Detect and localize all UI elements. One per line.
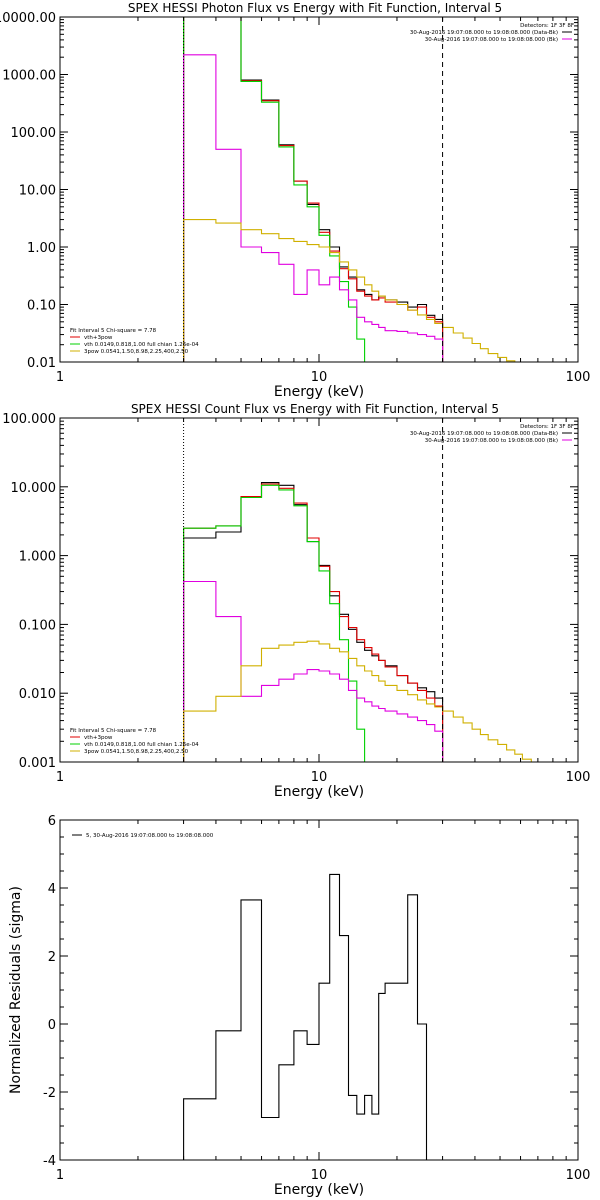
legend-entry: Fit Interval 5 Chi-square = 7.78 <box>70 328 157 334</box>
series-line-4 <box>183 580 444 762</box>
y-tick-label: 100.00 <box>11 126 57 141</box>
legend-entry: Detectors: 1F 3F 8F <box>520 23 574 29</box>
y-tick-label: 10000.00 <box>0 11 56 26</box>
series-group <box>183 482 567 762</box>
panel-2: SPEX HESSI Count Flux vs Energy with Fit… <box>2 402 590 800</box>
legend-entry: Detectors: 1F 3F 8F <box>520 424 574 430</box>
x-tick-label: 1 <box>56 370 64 385</box>
x-axis-label: Energy (keV) <box>274 384 364 400</box>
legend-entry: 30-Aug-2016 19:07:08.000 to 19:08:08.000… <box>425 37 558 43</box>
legend: 5, 30-Aug-2016 19:07:08.000 to 19:08:08.… <box>72 833 214 839</box>
y-axis-label: Normalized Residuals (sigma) <box>8 886 24 1094</box>
y-tick-label: 6 <box>48 814 56 829</box>
legend: Fit Interval 5 Chi-square = 7.78vth+3pow… <box>70 328 199 355</box>
series-line-1 <box>183 482 444 762</box>
legend-entry: vth+3pow <box>84 735 113 741</box>
x-tick-label: 10 <box>311 770 328 785</box>
y-tick-label: 1.000 <box>19 550 56 565</box>
y-tick-label: 0.100 <box>19 618 56 633</box>
y-tick-label: 4 <box>48 882 56 897</box>
y-tick-label: 10.000 <box>11 481 57 496</box>
panel-3: 1 10 100 Energy (keV) -4 -2 0 2 4 6 Normalized Res… <box>8 814 590 1198</box>
panel-1: SPEX HESSI Photon Flux vs Energy with Fi… <box>0 1 590 400</box>
y-tick-label: 0.010 <box>19 687 56 702</box>
series-line-2 <box>183 483 444 762</box>
y-tick-label: 10.00 <box>19 184 56 199</box>
x-tick-label: 100 <box>566 770 591 785</box>
legend-entry: vth+3pow <box>84 335 113 341</box>
chart-title: SPEX HESSI Count Flux vs Energy with Fit… <box>131 402 499 416</box>
series-line-1 <box>183 17 444 362</box>
x-tick-label: 10 <box>311 1168 328 1183</box>
series-line-3 <box>183 484 366 762</box>
series-group <box>183 873 428 1160</box>
y-tick-label: 0.001 <box>19 756 56 771</box>
legend-entry: vth 0.0149,0.818,1.00 full chian 1.26e-0… <box>84 342 199 348</box>
x-tick-label: 10 <box>311 370 328 385</box>
legend-entry: 3pow 0.0541,1.50,8.98,2.25,400,2.50 <box>84 749 189 755</box>
legend-entry: 3pow 0.0541,1.50,8.98,2.25,400,2.50 <box>84 349 189 355</box>
x-tick-label: 1 <box>56 1168 64 1183</box>
plot-frame <box>59 16 579 363</box>
legend-entry: 30-Aug-2016 19:07:08.000 to 19:08:08.000… <box>410 30 558 36</box>
legend-entry: vth 0.0149,0.818,1.00 full chian 1.26e-0… <box>84 742 199 748</box>
x-tick-label: 100 <box>566 1168 591 1183</box>
x-axis-label: Energy (keV) <box>274 784 364 800</box>
y-tick-label: 1.00 <box>27 241 56 256</box>
y-tick-label: -4 <box>43 1154 56 1169</box>
y-tick-label: 100.000 <box>2 412 56 427</box>
x-tick-label: 1 <box>56 770 64 785</box>
y-tick-label: 0.10 <box>27 299 56 314</box>
series-line-2 <box>183 17 444 362</box>
y-tick-label: -2 <box>43 1086 56 1101</box>
series-line-3 <box>183 17 366 362</box>
plot-frame <box>59 417 579 763</box>
series-line-1 <box>183 873 428 1160</box>
series-group <box>183 17 523 362</box>
chart-title: SPEX HESSI Photon Flux vs Energy with Fi… <box>128 1 502 15</box>
y-tick-label: 0.01 <box>27 356 56 371</box>
series-line-5 <box>183 640 567 762</box>
y-tick-label: 0 <box>48 1018 56 1033</box>
legend-entry: 30-Aug-2016 19:07:08.000 to 19:08:08.000… <box>410 431 558 437</box>
legend-entry: Fit Interval 5 Chi-square = 7.78 <box>70 728 157 734</box>
legend-entry: 30-Aug-2016 19:07:08.000 to 19:08:08.000… <box>425 438 558 444</box>
x-tick-label: 100 <box>566 370 591 385</box>
x-axis-label: Energy (keV) <box>274 1182 364 1198</box>
y-tick-label: 2 <box>48 950 56 965</box>
series-line-4 <box>183 54 444 362</box>
series-line-5 <box>183 219 523 362</box>
legend: Fit Interval 5 Chi-square = 7.78vth+3pow… <box>70 728 199 755</box>
legend-entry: 5, 30-Aug-2016 19:07:08.000 to 19:08:08.… <box>86 833 214 839</box>
y-tick-label: 1000.00 <box>2 69 56 84</box>
